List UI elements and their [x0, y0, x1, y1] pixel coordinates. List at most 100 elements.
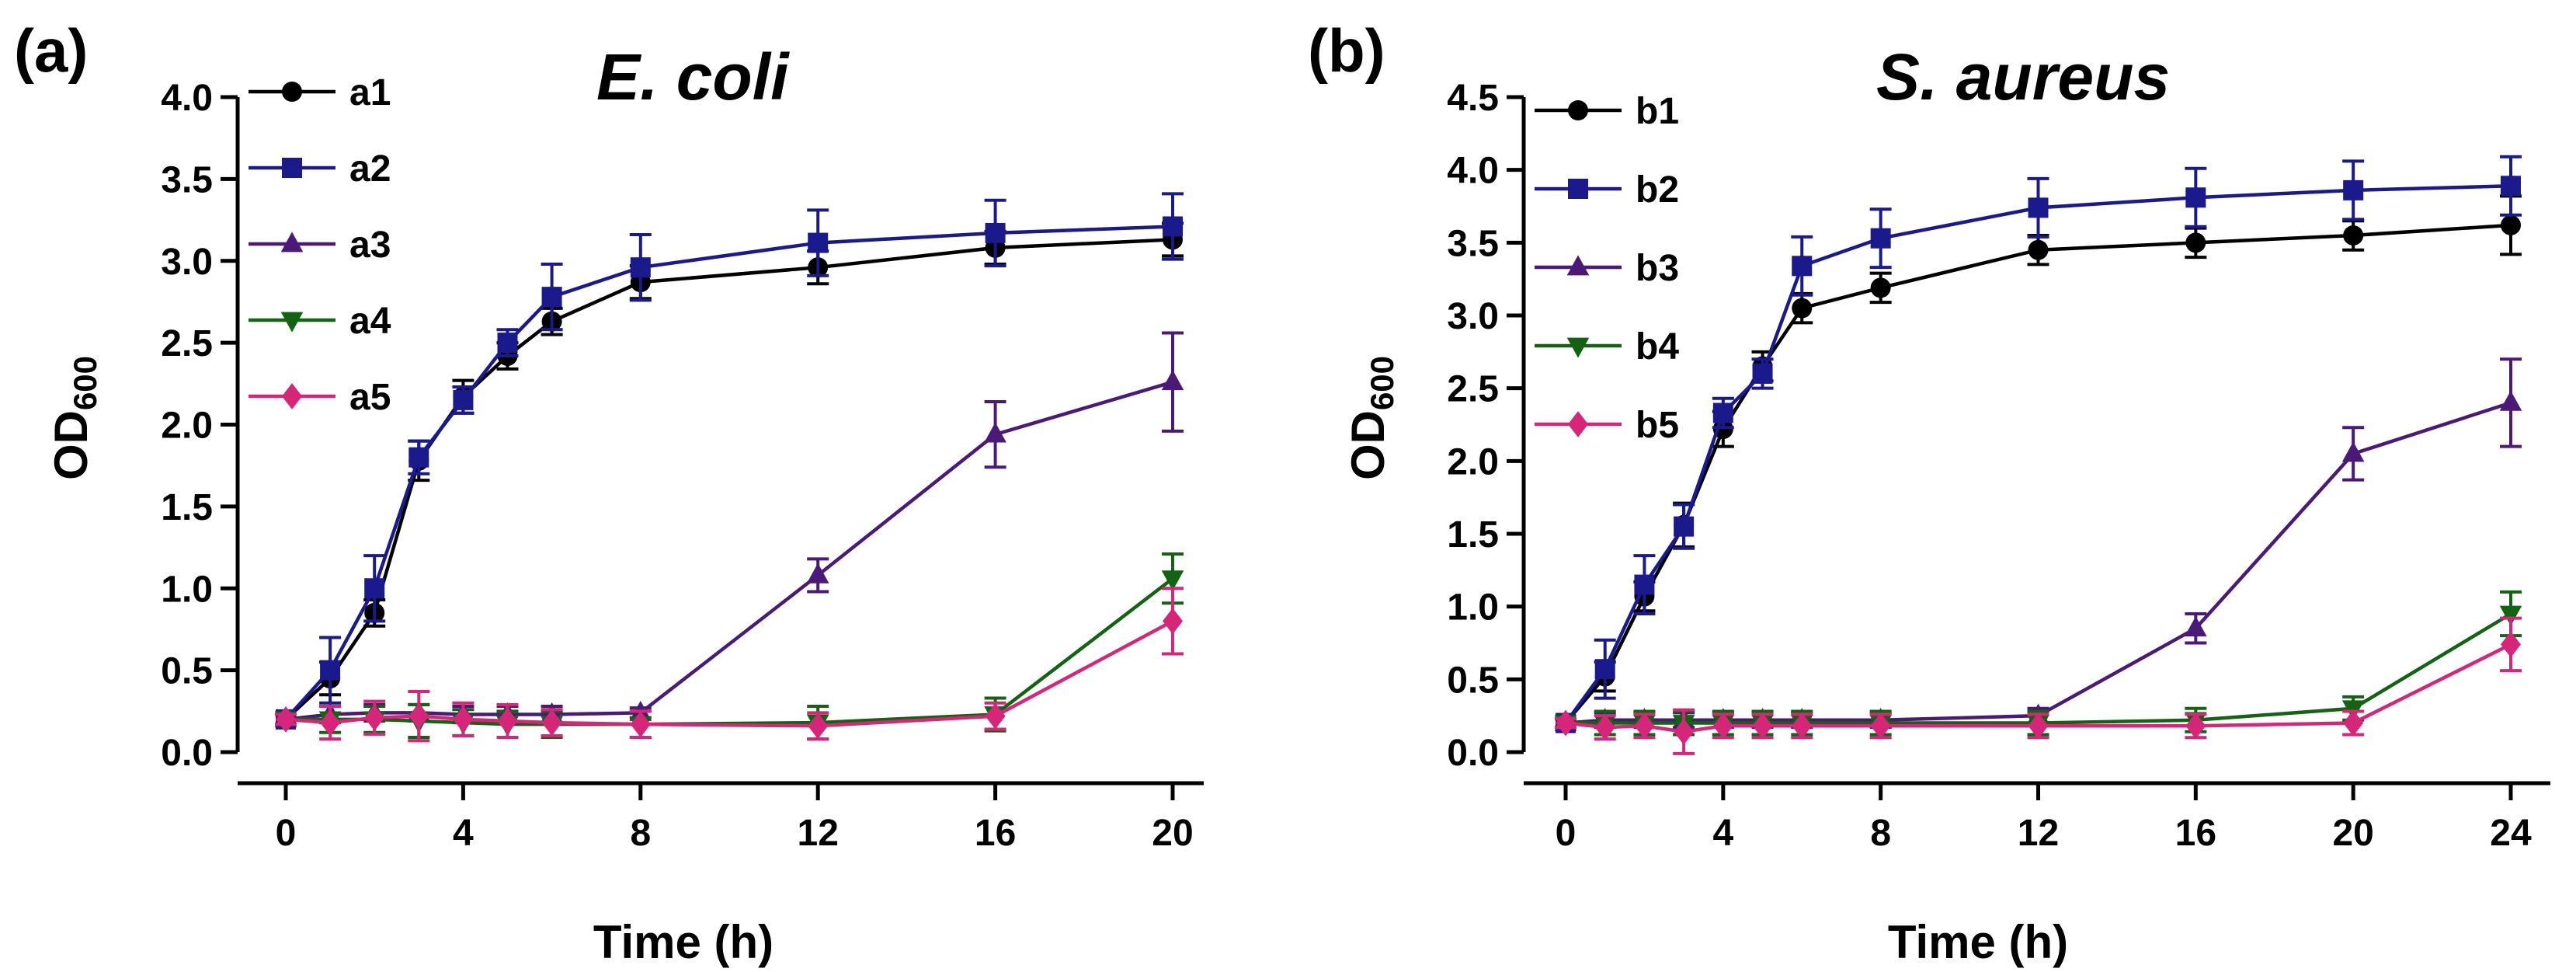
y-ticks: 0.0 0.5 1.0 1.5 2.0 2.5 3.0 3.5 4.0 4.5 — [1447, 78, 1524, 774]
legend-marker — [282, 383, 302, 409]
data-point — [2185, 232, 2206, 253]
legend-marker — [1566, 255, 1590, 276]
data-point — [276, 705, 296, 733]
x-tick-label: 12 — [2018, 813, 2059, 854]
y-ticks: 0.0 0.5 1.0 1.5 2.0 2.5 3.0 3.5 4.0 — [161, 78, 238, 774]
data-point — [630, 257, 651, 278]
data-point — [2501, 214, 2521, 235]
data-point — [2343, 179, 2364, 200]
x-tick-label: 16 — [2175, 813, 2216, 854]
x-tick-label: 12 — [798, 813, 839, 854]
x-tick-label: 4 — [453, 813, 474, 854]
legend-marker — [1568, 100, 1588, 120]
data-point — [320, 660, 341, 681]
data-point — [1163, 608, 1183, 635]
data-point — [985, 702, 1006, 730]
x-tick-label: 24 — [2490, 813, 2532, 854]
legend-marker — [280, 232, 304, 253]
legend-item-b2: b2 — [1535, 169, 1679, 211]
y-tick-label: 2.5 — [1447, 369, 1499, 410]
series-layer — [274, 192, 1184, 743]
x-axis-title: Time (h) — [1888, 916, 2068, 968]
legend-label: b1 — [1636, 91, 1679, 132]
data-point — [2501, 176, 2521, 197]
legend-item-a5: a5 — [249, 377, 391, 418]
y-tick-label: 0.0 — [161, 733, 213, 774]
y-tick-label: 3.5 — [1447, 223, 1499, 264]
x-tick-label: 8 — [630, 813, 651, 854]
y-tick-label: 3.0 — [161, 242, 213, 283]
legend-label: b4 — [1636, 326, 1679, 368]
data-point — [497, 333, 518, 354]
data-point — [364, 704, 385, 731]
data-point — [541, 287, 562, 308]
legend-marker — [1568, 179, 1588, 199]
legend-marker — [280, 312, 304, 333]
data-point — [408, 447, 429, 468]
x-tick-label: 20 — [2332, 813, 2373, 854]
data-point — [1712, 712, 1733, 740]
series-a2 — [275, 192, 1184, 730]
x-tick-label: 8 — [1870, 813, 1891, 854]
data-point — [1752, 712, 1773, 740]
data-point — [1792, 712, 1813, 740]
legend-marker — [1568, 411, 1588, 437]
data-point — [2185, 187, 2206, 208]
legend-marker — [282, 82, 302, 102]
data-point — [497, 708, 518, 734]
data-point — [806, 563, 829, 584]
data-point — [808, 712, 829, 740]
data-point — [2185, 616, 2207, 637]
y-tick-label: 1.0 — [161, 569, 213, 610]
legend-label: a2 — [349, 148, 391, 190]
data-point — [1870, 712, 1891, 740]
legend-item-b4: b4 — [1535, 326, 1679, 368]
series-line — [285, 380, 1173, 722]
legend-item-a2: a2 — [249, 148, 391, 190]
data-point — [1674, 718, 1695, 745]
y-tick-label: 2.5 — [161, 323, 213, 364]
series-layer — [1554, 155, 2522, 755]
y-tick-label: 3.5 — [161, 159, 213, 200]
y-tick-label: 4.5 — [1447, 78, 1499, 119]
x-axis-title: Time (h) — [593, 916, 773, 968]
data-point — [2028, 239, 2049, 260]
data-point — [1674, 516, 1695, 537]
data-point — [1594, 659, 1615, 680]
legend-label: b2 — [1636, 169, 1679, 211]
x-ticks: 0 4 8 12 16 20 — [276, 783, 1194, 854]
series-a5 — [275, 587, 1184, 743]
legend: b1 b2 b3 b4 b5 — [1535, 91, 1679, 446]
series-b1 — [1555, 194, 2522, 733]
data-point — [2499, 390, 2522, 411]
data-point — [2343, 709, 2364, 737]
panel-a: (a) E. coli Time (h) OD600 0 4 8 12 16 20 0.0… — [14, 16, 1204, 968]
data-point — [364, 578, 385, 599]
data-point — [1634, 712, 1655, 740]
data-point — [408, 702, 429, 730]
series-line — [1564, 223, 2512, 724]
panel-b: (b) S. aureus Time (h) OD600 0 4 8 12 16 20 24… — [1308, 16, 2550, 968]
y-axis-title-sub: 600 — [67, 356, 103, 410]
chart-title: E. coli — [596, 40, 790, 113]
data-point — [985, 222, 1006, 243]
data-point — [1556, 709, 1576, 737]
data-point — [1870, 277, 1891, 298]
series-line — [1565, 401, 2512, 725]
y-tick-label: 3.0 — [1447, 296, 1499, 337]
legend-label: a4 — [349, 301, 391, 342]
x-tick-label: 0 — [276, 813, 297, 854]
data-point — [1792, 298, 1813, 319]
legend-label: a3 — [349, 225, 391, 266]
x-tick-label: 4 — [1712, 813, 1733, 854]
legend-item-a1: a1 — [249, 72, 391, 113]
series-b5 — [1555, 616, 2522, 755]
data-point — [1870, 228, 1891, 249]
y-tick-label: 1.0 — [1447, 587, 1499, 629]
data-point — [2028, 197, 2049, 218]
data-point — [2499, 605, 2522, 626]
y-axis-title: OD600 — [1342, 356, 1400, 480]
legend: a1 a2 a3 a4 a5 — [249, 72, 391, 418]
legend-item-b5: b5 — [1535, 405, 1679, 446]
legend-label: a1 — [349, 72, 391, 113]
